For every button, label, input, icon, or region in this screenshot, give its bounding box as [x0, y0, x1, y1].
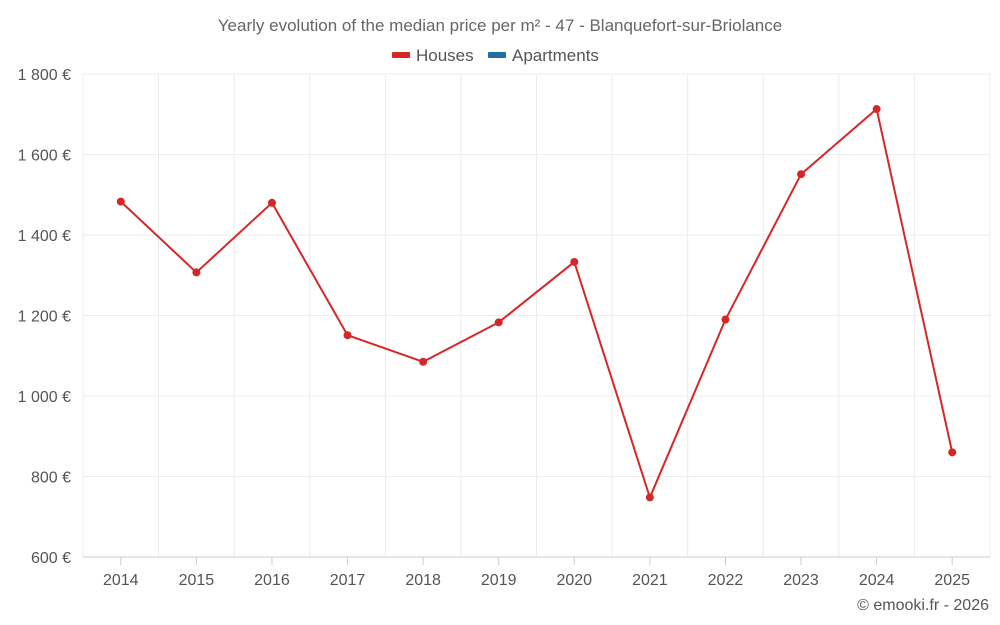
series-houses	[116, 105, 957, 502]
data-point-2015[interactable]	[192, 268, 201, 277]
x-axis: 2014 2015 2016 2017 2018 2019 2020 2021 2022 2023…	[83, 556, 990, 589]
x-tick-label: 2016	[254, 572, 290, 589]
x-tick-label: 2022	[708, 572, 744, 589]
y-tick-label: 1 400 €	[18, 228, 71, 245]
x-tick-label: 2018	[405, 572, 441, 589]
x-tick-label: 2020	[556, 572, 592, 589]
legend-item-houses[interactable]: Houses	[392, 46, 474, 65]
x-tick-label: 2024	[859, 572, 895, 589]
chart-title: Yearly evolution of the median price per…	[218, 16, 782, 35]
series-line-houses	[120, 108, 954, 499]
x-tick-label: 2015	[179, 572, 215, 589]
legend: Houses Apartments	[392, 46, 599, 65]
legend-label-houses: Houses	[416, 46, 474, 65]
data-point-2016[interactable]	[267, 198, 276, 207]
data-point-2022[interactable]	[721, 315, 730, 324]
data-point-2023[interactable]	[797, 170, 806, 179]
credit-text: © emooki.fr - 2026	[857, 597, 989, 614]
x-tick-label: 2017	[330, 572, 366, 589]
legend-item-apartments[interactable]: Apartments	[488, 46, 599, 65]
data-point-2018[interactable]	[419, 357, 428, 366]
legend-label-apartments: Apartments	[512, 46, 599, 65]
data-point-2014[interactable]	[116, 197, 125, 206]
y-tick-label: 1 600 €	[18, 148, 71, 165]
y-tick-label: 1 200 €	[18, 309, 71, 326]
x-tick-label: 2025	[934, 572, 970, 589]
data-point-2019[interactable]	[494, 318, 503, 327]
y-axis: 600 € 800 € 1 000 € 1 200 € 1 400 € 1 600 € 1 …	[18, 67, 71, 567]
x-tick-label: 2021	[632, 572, 668, 589]
data-point-2025[interactable]	[948, 448, 957, 457]
y-tick-label: 800 €	[31, 470, 71, 487]
x-tick-label: 2023	[783, 572, 819, 589]
data-point-2024[interactable]	[872, 105, 881, 114]
y-tick-label: 600 €	[31, 550, 71, 567]
y-tick-label: 1 800 €	[18, 67, 71, 84]
data-point-2017[interactable]	[343, 331, 352, 340]
data-point-2021[interactable]	[645, 493, 654, 502]
y-tick-label: 1 000 €	[18, 389, 71, 406]
data-point-2020[interactable]	[570, 257, 579, 266]
legend-swatch-houses	[392, 52, 410, 58]
grid	[82, 73, 991, 557]
x-tick-label: 2019	[481, 572, 517, 589]
x-tick-label: 2014	[103, 572, 139, 589]
legend-swatch-apartments	[488, 52, 506, 58]
